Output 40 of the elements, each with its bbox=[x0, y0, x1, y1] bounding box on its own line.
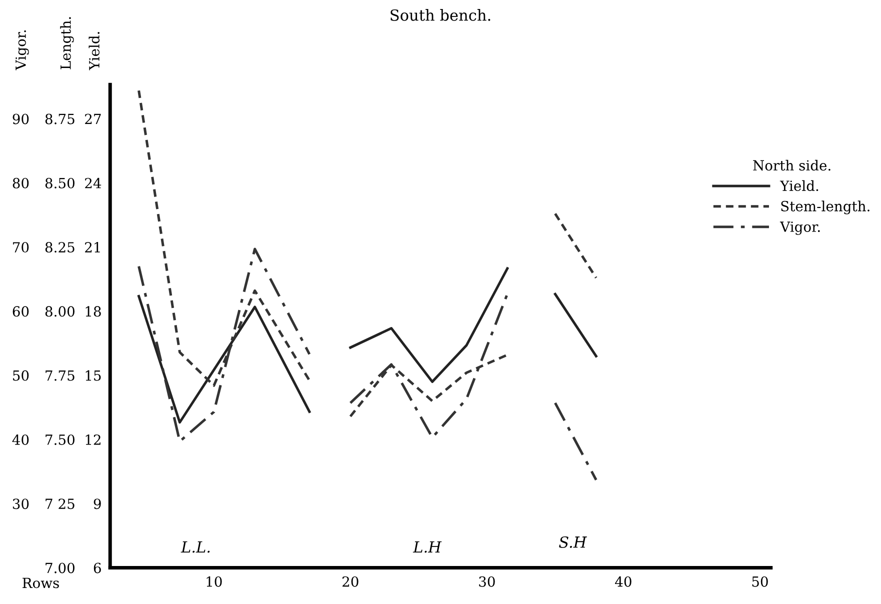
legend-title: North side. bbox=[753, 160, 830, 171]
y-tick-label: 15 bbox=[86, 370, 101, 381]
legend-label: Vigor. bbox=[780, 222, 820, 235]
x-tick-label: 30 bbox=[479, 576, 495, 587]
y3-tick-label: 80 bbox=[12, 178, 29, 188]
y2-tick-label: 7.75 bbox=[46, 370, 74, 381]
y3-tick-label: 70 bbox=[13, 242, 29, 253]
y3-tick-label: 90 bbox=[12, 114, 29, 124]
annotation: L.L. bbox=[180, 541, 210, 553]
x-tick-label: 50 bbox=[752, 576, 768, 587]
y2-tick-label: 7.00 bbox=[46, 562, 74, 574]
y3-tick-label: 40 bbox=[12, 434, 29, 445]
y2-tick-label: 8.75 bbox=[45, 114, 74, 124]
x-tick-label: 20 bbox=[342, 576, 358, 587]
x-axis-title: Rows bbox=[22, 578, 59, 588]
y-tick-label: 6 bbox=[94, 562, 101, 574]
annotation: S.H bbox=[559, 536, 587, 548]
y-tick-label: 12 bbox=[86, 434, 100, 445]
y-tick-label: 24 bbox=[85, 178, 102, 188]
x-tick-label: 40 bbox=[615, 576, 632, 587]
y3-tick-label: 60 bbox=[12, 306, 29, 317]
legend-label: Stem-length. bbox=[781, 200, 870, 214]
y-tick-label: 18 bbox=[86, 306, 101, 317]
y-tick-label: 27 bbox=[85, 114, 101, 124]
y2-tick-label: 7.50 bbox=[46, 434, 74, 445]
y2-tick-label: 8.00 bbox=[45, 306, 74, 317]
y3-axis-title: Vigor. bbox=[16, 30, 29, 70]
y2-tick-label: 8.50 bbox=[45, 178, 74, 188]
y2-axis-title: Length. bbox=[60, 17, 74, 70]
y2-tick-label: 7 25 bbox=[46, 498, 74, 510]
y3-tick-label: 50 bbox=[13, 370, 29, 381]
chart-title: South bench. bbox=[390, 9, 490, 21]
y-tick-label: 21 bbox=[85, 242, 100, 252]
x-tick-label: 10 bbox=[206, 576, 222, 587]
y-axis-title: Yield. bbox=[88, 32, 100, 70]
y2-tick-label: 8.25 bbox=[45, 242, 74, 253]
legend-label: Yield. bbox=[780, 180, 818, 192]
y-tick-label: 9 bbox=[94, 498, 101, 510]
annotation: L.H bbox=[412, 541, 442, 553]
y3-tick-label: 30 bbox=[12, 498, 29, 510]
